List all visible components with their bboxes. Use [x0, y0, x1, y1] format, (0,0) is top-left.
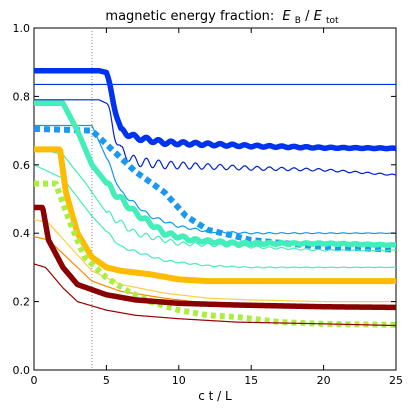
x-tick-label: 5 [103, 374, 110, 387]
series-line-13 [34, 263, 396, 327]
series-line-2 [34, 68, 396, 152]
chart-title-text: magnetic energy fraction: [105, 9, 274, 24]
series-line-1 [34, 99, 396, 176]
y-tick-label: 0.8 [13, 90, 31, 103]
series-line-4 [34, 125, 396, 253]
chart-title-math-slash: / [305, 9, 310, 24]
x-axis-label: c t / L [198, 389, 232, 403]
chart-title-math-sub-den: tot [326, 16, 339, 26]
plot-frame [33, 27, 397, 371]
series-line-9 [34, 218, 396, 303]
series-line-11 [34, 180, 396, 328]
chart-title: magnetic energy fraction: E B / E tot [105, 9, 339, 27]
x-tick-label: 20 [317, 374, 331, 387]
x-tick-label: 0 [31, 374, 38, 387]
chart-title-math-sub-num: B [295, 16, 301, 26]
x-tick-label: 25 [389, 374, 403, 387]
y-tick-label: 0.0 [13, 364, 31, 377]
series-line-6 [34, 164, 396, 269]
series-line-3 [34, 124, 396, 235]
x-tick-label: 10 [172, 374, 186, 387]
chart-title-math-base: E [282, 9, 291, 24]
axis-layer: 0 5 10 15 20 25 0.0 0.2 0.4 0.6 0.8 1.0 [13, 22, 404, 387]
series-layer [34, 28, 396, 370]
chart-title-math-base-2: E [314, 9, 323, 24]
series-line-7 [34, 100, 396, 249]
series-line-12 [34, 204, 396, 311]
y-tick-label: 0.2 [13, 296, 31, 309]
y-tick-label: 1.0 [13, 22, 31, 35]
x-tick-label: 15 [244, 374, 258, 387]
y-tick-label: 0.6 [13, 159, 31, 172]
series-line-8 [34, 146, 396, 285]
series-line-5 [34, 147, 396, 252]
y-tick-label: 0.4 [13, 227, 31, 240]
